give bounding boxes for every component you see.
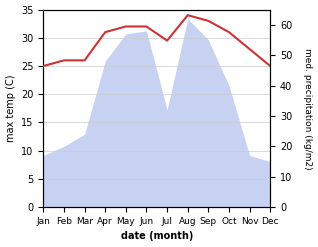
X-axis label: date (month): date (month) bbox=[121, 231, 193, 242]
Y-axis label: med. precipitation (kg/m2): med. precipitation (kg/m2) bbox=[303, 48, 313, 169]
Y-axis label: max temp (C): max temp (C) bbox=[5, 75, 16, 142]
